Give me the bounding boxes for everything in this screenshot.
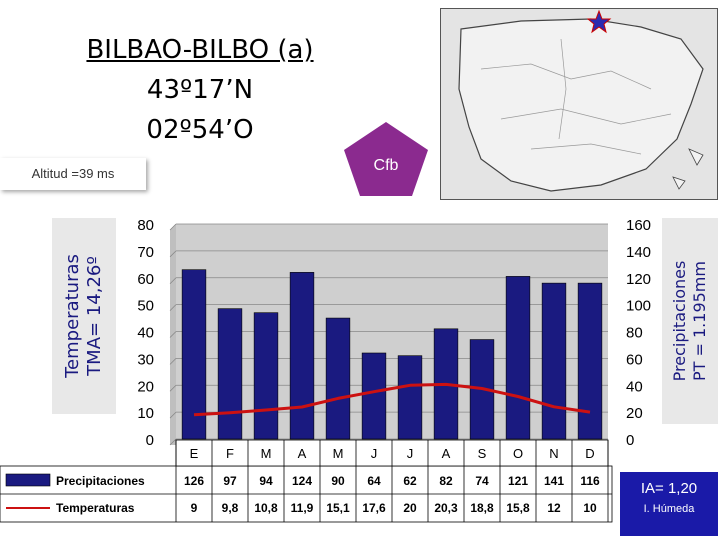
left-tick-label: 0 — [146, 432, 154, 449]
temp-value: 9 — [191, 501, 198, 515]
month-label: S — [478, 446, 487, 461]
temp-value: 9,8 — [222, 501, 239, 515]
precip-bar — [541, 282, 567, 440]
month-label: D — [585, 446, 594, 461]
month-label: N — [549, 446, 558, 461]
precip-value: 97 — [223, 474, 237, 488]
precip-bar — [505, 276, 531, 440]
temp-value: 17,6 — [362, 501, 386, 515]
right-axis-title: Precipitaciones PT = 1.195mm — [662, 218, 718, 424]
month-label: J — [371, 446, 378, 461]
precip-legend-label: Precipitaciones — [56, 474, 145, 488]
precip-bar — [577, 282, 603, 440]
precip-value: 74 — [475, 474, 489, 488]
precip-value: 124 — [292, 474, 312, 488]
aridity-index-label: I. Húmeda — [643, 503, 695, 515]
precip-bar — [325, 317, 351, 440]
precip-value: 94 — [259, 474, 273, 488]
precip-value: 141 — [544, 474, 564, 488]
month-label: A — [442, 446, 451, 461]
right-tick-label: 60 — [626, 351, 643, 368]
precip-value: 82 — [439, 474, 453, 488]
month-label: A — [298, 446, 307, 461]
right-tick-label: 140 — [626, 244, 651, 261]
altitude-label: Altitud =39 ms — [0, 158, 146, 190]
right-tick-label: 120 — [626, 271, 651, 288]
left-tick-label: 20 — [137, 378, 154, 395]
left-tick-label: 50 — [137, 298, 154, 315]
left-axis-title: Temperaturas TMA= 14,26º — [52, 218, 116, 414]
right-tick-label: 80 — [626, 325, 643, 342]
gridline-depth — [169, 438, 177, 446]
left-tick-label: 80 — [137, 217, 154, 234]
precip-bar — [217, 308, 243, 440]
month-label: M — [261, 446, 272, 461]
left-tick-label: 30 — [137, 351, 154, 368]
precip-value: 126 — [184, 474, 204, 488]
gridline-depth — [169, 411, 177, 419]
gridline-depth — [169, 358, 177, 365]
right-tick-label: 40 — [626, 378, 643, 395]
gridline-depth — [169, 223, 177, 231]
location-map — [440, 8, 718, 200]
right-tick-label: 0 — [626, 432, 634, 449]
left-tick-label: 60 — [137, 271, 154, 288]
station-longitude: 02º54’O — [146, 115, 254, 145]
month-label: M — [333, 446, 344, 461]
left-tick-label: 70 — [137, 244, 154, 261]
left-tick-label: 10 — [137, 405, 154, 422]
month-label: E — [190, 446, 199, 461]
station-latitude: 43º17’N — [146, 75, 254, 105]
station-star-icon — [586, 9, 612, 34]
temp-value: 15,1 — [326, 501, 350, 515]
aridity-index-value: IA= 1,20 — [640, 480, 698, 497]
gridline-depth — [169, 331, 177, 338]
gridline-depth — [169, 384, 177, 392]
temp-value: 12 — [547, 501, 561, 515]
station-title: BILBAO-BILBO (a) 43º17’N 02º54’O — [60, 30, 340, 150]
month-label: O — [513, 446, 523, 461]
precip-value: 62 — [403, 474, 417, 488]
temp-value: 10,8 — [254, 501, 278, 515]
left-tick-label: 40 — [137, 325, 154, 342]
temperature-line — [193, 382, 591, 417]
temp-legend-label: Temperaturas — [56, 501, 135, 515]
gridline-depth — [169, 277, 177, 285]
precip-value: 121 — [508, 474, 528, 488]
precip-bar — [253, 312, 279, 440]
precip-bar — [289, 272, 315, 440]
precip-bar — [361, 352, 387, 440]
aridity-index-box: IA= 1,20 I. Húmeda — [620, 472, 718, 536]
right-tick-label: 160 — [626, 217, 651, 234]
station-name: BILBAO-BILBO (a) — [86, 35, 314, 65]
gridline-depth — [169, 304, 177, 311]
right-tick-label: 20 — [626, 405, 643, 422]
month-label: F — [226, 446, 234, 461]
precip-bar — [181, 269, 207, 440]
temp-value: 18,8 — [470, 501, 494, 515]
precip-value: 116 — [580, 474, 600, 488]
precip-legend-key — [5, 473, 51, 487]
temp-value: 20,3 — [434, 501, 458, 515]
month-label: J — [407, 446, 414, 461]
right-tick-label: 100 — [626, 298, 651, 315]
gridline-depth — [169, 250, 177, 258]
temp-value: 20 — [403, 501, 417, 515]
precip-bar — [397, 355, 423, 440]
temp-value: 15,8 — [506, 501, 530, 515]
precip-value: 64 — [367, 474, 381, 488]
climate-class-badge: Cfb — [340, 120, 432, 198]
temp-value: 10 — [583, 501, 597, 515]
precip-value: 90 — [331, 474, 345, 488]
climate-class-label: Cfb — [374, 157, 399, 174]
temp-value: 11,9 — [291, 501, 314, 515]
